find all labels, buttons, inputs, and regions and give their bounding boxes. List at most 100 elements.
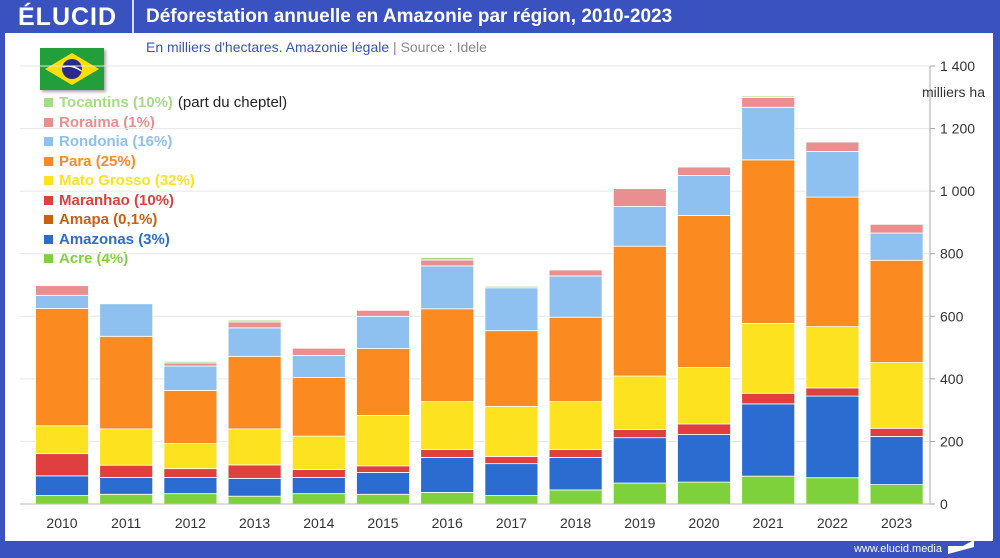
- bar-segment: [677, 481, 731, 505]
- y-tick-label: 800: [940, 246, 964, 262]
- bar-segment: [741, 95, 796, 98]
- subtitle-text: En milliers d'hectares. Amazonie légale: [146, 39, 390, 55]
- bar-segment: [356, 348, 410, 416]
- bar-segment: [805, 196, 860, 328]
- bar-segment: [163, 468, 218, 478]
- bar-segment: [291, 493, 346, 505]
- bar-segment: [741, 475, 796, 505]
- header: ÉLUCID Déforestation annuelle en Amazoni…: [0, 0, 1000, 33]
- bar-segment: [741, 106, 796, 161]
- bar-segment: [356, 472, 410, 495]
- bar-segment: [612, 245, 667, 377]
- bar-segment: [805, 141, 860, 152]
- bar-segment: [612, 375, 667, 430]
- bar-segment: [805, 387, 860, 397]
- bar-segment: [35, 308, 89, 427]
- bar-segment: [548, 449, 603, 458]
- y-tick-label: 600: [940, 308, 964, 324]
- x-tick-label: 2013: [239, 515, 270, 531]
- legend-label: Para (25%): [59, 152, 136, 170]
- x-tick-label: 2015: [367, 515, 398, 531]
- bar-segment: [420, 265, 475, 310]
- legend-swatch: [44, 156, 53, 166]
- y-tick-label: 0: [940, 496, 948, 512]
- bar-segment: [548, 275, 603, 318]
- bar-segment: [163, 443, 218, 470]
- bar-segment: [548, 316, 603, 403]
- legend-label: Tocantins (10%): [59, 94, 173, 111]
- bar-segment: [484, 495, 539, 505]
- x-tick-label: 2017: [496, 515, 527, 531]
- bar-segment: [35, 453, 89, 477]
- bar-segment: [741, 323, 796, 394]
- legend-item: Roraima (1%): [44, 113, 287, 133]
- bar-segment: [356, 315, 410, 349]
- bar-segment: [291, 347, 346, 356]
- bar-segment: [99, 335, 154, 430]
- bar-segment: [356, 309, 410, 317]
- legend-label: Mato Grosso (32%): [59, 172, 195, 189]
- legend-item: Rondonia (16%): [44, 132, 287, 152]
- bar-segment: [869, 223, 924, 234]
- bar-segment: [677, 166, 731, 176]
- legend-label: Amazonas (3%): [59, 230, 170, 248]
- x-tick-label: 2010: [46, 515, 77, 531]
- bar-segment: [291, 354, 346, 379]
- legend: Tocantins (10%) (part du cheptel) Roraima …: [44, 93, 287, 269]
- legend-swatch: [44, 117, 53, 127]
- bar-segment: [548, 401, 603, 450]
- bar-segment: [420, 401, 475, 450]
- bar-segment: [869, 232, 924, 261]
- footer-url[interactable]: www.elucid.media: [853, 543, 942, 555]
- bar-segment: [484, 463, 539, 496]
- legend-swatch: [44, 98, 53, 108]
- bar-segment: [227, 319, 282, 323]
- legend-item: Para (25%): [44, 152, 287, 172]
- bar-segment: [163, 477, 218, 495]
- chart-subtitle: En milliers d'hectares. Amazonie légale …: [146, 39, 487, 55]
- bar-segment: [291, 477, 346, 495]
- bar-segment: [227, 464, 282, 479]
- bar-segment: [163, 365, 218, 391]
- bar-segment: [805, 151, 860, 198]
- bar-segment: [163, 362, 218, 367]
- chart-title: Déforestation annuelle en Amazonie par r…: [146, 6, 673, 27]
- legend-item: Amapa (0,1%): [44, 210, 287, 230]
- bar-segment: [741, 392, 796, 405]
- bar-segment: [420, 492, 475, 505]
- bar-segment: [356, 415, 410, 467]
- legend-label: Maranhao (10%): [59, 191, 175, 209]
- bar-segment: [484, 285, 539, 289]
- bar-segment: [677, 434, 731, 483]
- bar-segment: [869, 427, 924, 437]
- bar-segment: [99, 477, 154, 495]
- bar-segment: [163, 493, 218, 505]
- legend-item: Tocantins (10%) (part du cheptel): [44, 93, 287, 113]
- y-tick-label: 200: [940, 433, 964, 449]
- bar-segment: [741, 159, 796, 324]
- bar-segment: [420, 449, 475, 458]
- legend-item: Acre (4%): [44, 249, 287, 269]
- y-tick-label: 1 400: [940, 58, 975, 74]
- bar-segment: [484, 456, 539, 465]
- legend-label: Rondonia (16%): [59, 133, 173, 150]
- bar-segment: [99, 493, 154, 505]
- x-tick-label: 2018: [560, 515, 591, 531]
- bar-segment: [420, 308, 475, 403]
- legend-item: Amazonas (3%): [44, 230, 287, 250]
- bar-segment: [612, 188, 667, 207]
- legend-swatch: [44, 176, 53, 186]
- bar-segment: [227, 428, 282, 466]
- bar-segment: [677, 367, 731, 425]
- y-axis-label: milliers ha: [922, 84, 985, 100]
- x-tick-label: 2021: [753, 515, 784, 531]
- bar-segment: [35, 285, 89, 296]
- bar-segment: [805, 477, 860, 505]
- bar-segment: [548, 269, 603, 277]
- legend-swatch: [44, 254, 53, 264]
- bar-segment: [35, 475, 89, 496]
- legend-label: Roraima (1%): [59, 113, 155, 131]
- legend-swatch: [44, 195, 53, 205]
- x-tick-label: 2016: [432, 515, 463, 531]
- bar-segment: [741, 97, 796, 108]
